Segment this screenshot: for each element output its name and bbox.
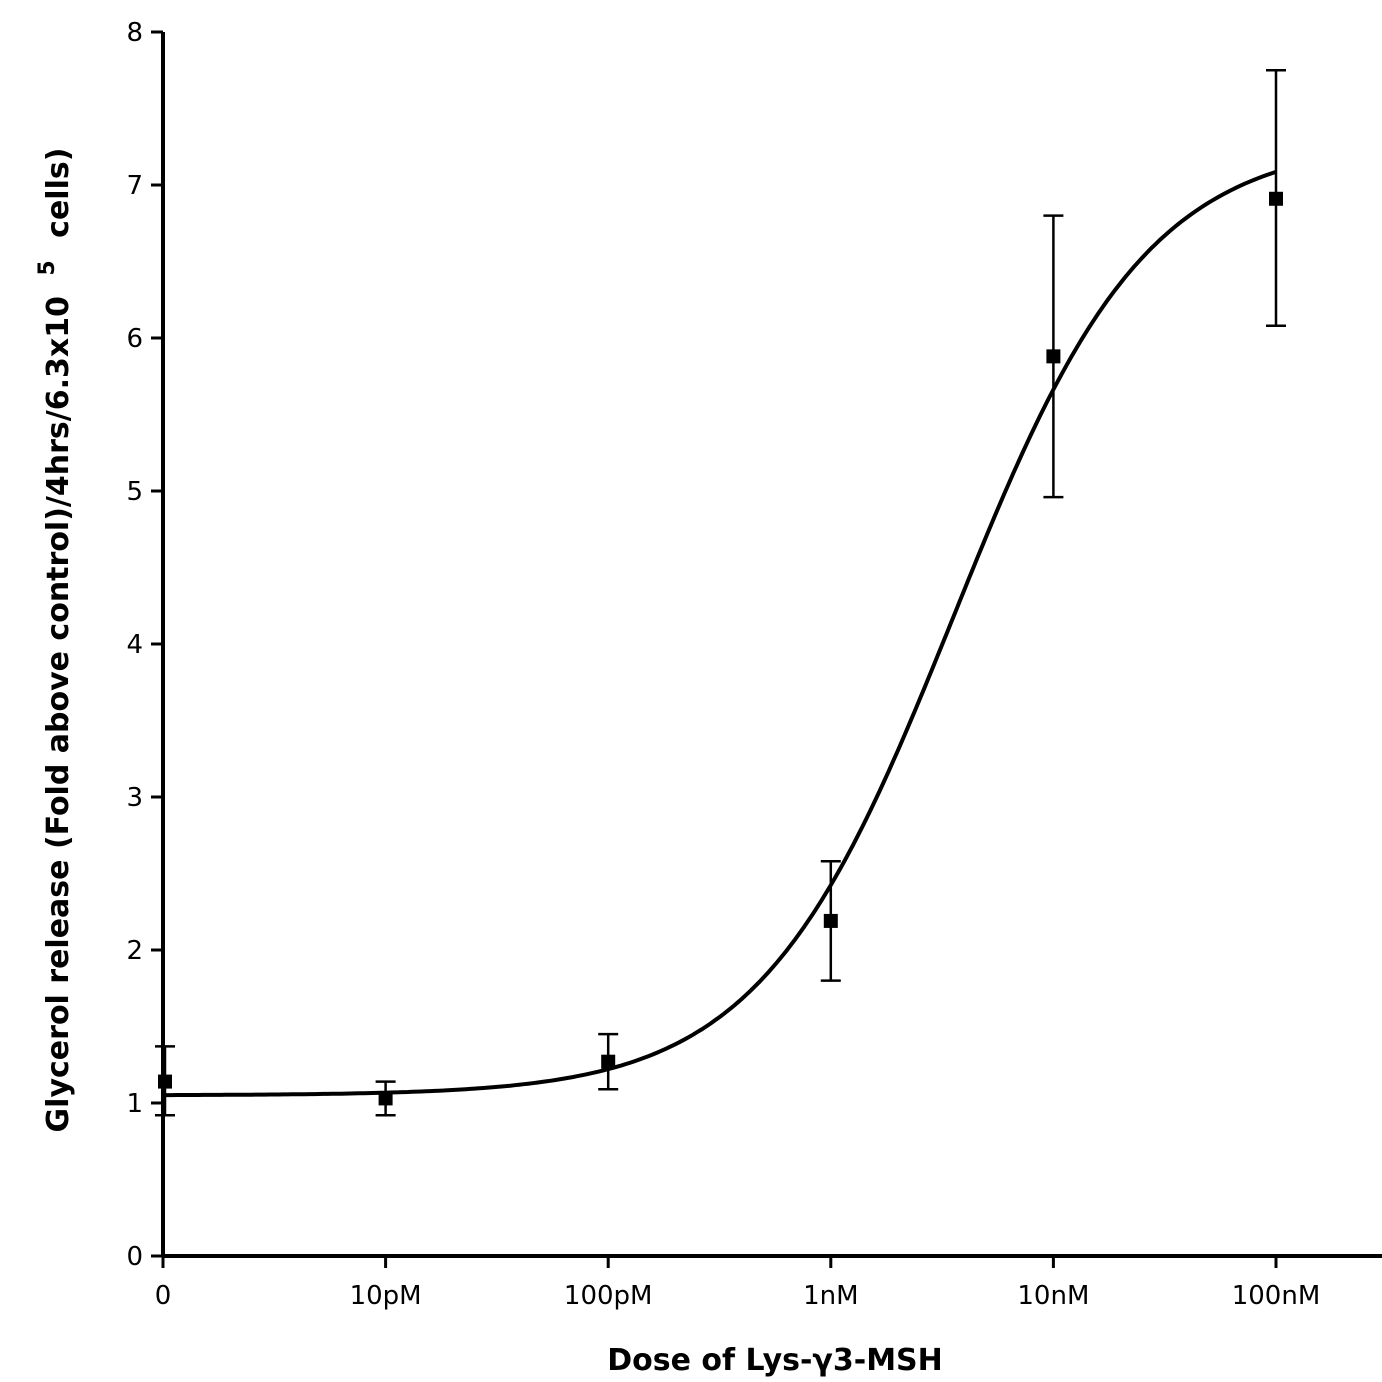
x-tick-label: 100nM — [1232, 1281, 1321, 1311]
x-tick-label: 10nM — [1017, 1281, 1089, 1311]
square-marker — [1269, 191, 1283, 206]
square-marker — [601, 1054, 616, 1069]
data-point — [375, 1080, 396, 1117]
x-axis-ticks: 0 10pM 100pM 1nM 10nM 100nM — [155, 1256, 1321, 1311]
y-axis-ticks: 0 1 2 3 4 5 6 7 8 — [126, 18, 163, 1272]
y-axis-title-tail: cells) — [41, 148, 76, 238]
x-tick-label: 10pM — [350, 1281, 422, 1311]
x-tick-label: 100pM — [564, 1281, 653, 1311]
data-point — [1266, 69, 1286, 328]
data-points — [155, 69, 1286, 1117]
y-axis-title: Glycerol release (Fold above control)/4h… — [27, 148, 76, 1133]
y-tick-label: 4 — [126, 630, 143, 660]
square-marker — [823, 913, 838, 928]
square-marker — [1046, 349, 1061, 364]
data-point — [820, 860, 841, 982]
data-point — [598, 1032, 619, 1091]
y-tick-label: 3 — [126, 783, 143, 813]
y-axis-title-superscript: 5 — [35, 260, 60, 275]
fit-curve — [163, 170, 1277, 1098]
y-tick-label: 7 — [126, 171, 143, 201]
square-marker — [378, 1091, 393, 1106]
y-tick-label: 0 — [126, 1242, 143, 1272]
x-tick-label: 0 — [155, 1281, 172, 1311]
x-axis-title: Dose of Lys-γ3-MSH — [607, 1343, 943, 1378]
axes — [161, 32, 1382, 1258]
data-point — [155, 1045, 175, 1117]
y-tick-label: 1 — [126, 1089, 143, 1119]
y-tick-label: 5 — [126, 477, 143, 507]
y-axis-title-main: Glycerol release (Fold above control)/4h… — [41, 296, 76, 1132]
y-tick-label: 8 — [126, 18, 143, 48]
y-tick-label: 6 — [126, 324, 143, 354]
data-point — [1043, 214, 1064, 499]
fit-curve-group — [163, 170, 1277, 1098]
square-marker — [158, 1074, 172, 1089]
y-tick-label: 2 — [126, 936, 143, 966]
x-tick-label: 1nM — [803, 1281, 858, 1311]
